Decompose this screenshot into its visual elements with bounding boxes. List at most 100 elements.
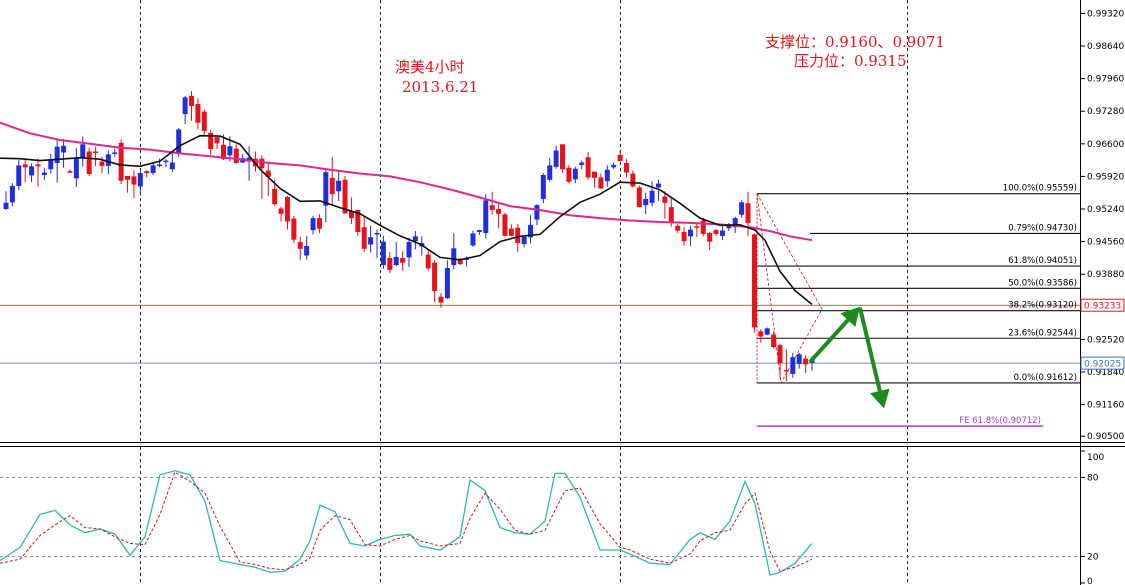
candle-body bbox=[387, 257, 393, 270]
candle-body bbox=[585, 157, 591, 178]
candle-body bbox=[201, 111, 207, 131]
candle-body bbox=[598, 177, 604, 189]
osc-signal-line bbox=[0, 471, 813, 572]
candle-body bbox=[220, 144, 226, 160]
candle-body bbox=[272, 188, 278, 205]
price-marker-box bbox=[1080, 356, 1125, 370]
candle-body bbox=[726, 225, 732, 229]
ma-pink-line bbox=[0, 121, 813, 242]
y-tick-label: 0.97280 bbox=[1087, 107, 1124, 117]
candle-body bbox=[400, 257, 406, 263]
candle-body bbox=[208, 132, 214, 150]
candle-body bbox=[783, 370, 789, 372]
candle-body bbox=[579, 162, 585, 165]
candle-body bbox=[304, 245, 310, 256]
candle-body bbox=[54, 146, 60, 163]
candle-body bbox=[687, 229, 693, 237]
y-tick-label: 0.90500 bbox=[1087, 432, 1124, 442]
y-tick-label: 0.98640 bbox=[1087, 42, 1124, 52]
candle-body bbox=[29, 166, 35, 176]
candle-body bbox=[41, 172, 47, 175]
fib-level-label: 0.79%(0.94730) bbox=[1008, 223, 1077, 233]
y-tick-label: 0.93880 bbox=[1087, 270, 1124, 280]
candle-body bbox=[508, 228, 514, 236]
candle-body bbox=[796, 354, 802, 364]
candle-body bbox=[374, 232, 380, 235]
candle-body bbox=[310, 218, 316, 231]
candle-body bbox=[144, 171, 150, 174]
candle-body bbox=[655, 183, 661, 188]
fib-level-label: 100.0%(0.95559) bbox=[1003, 184, 1077, 194]
candle-body bbox=[681, 232, 687, 242]
candle-body bbox=[515, 227, 521, 244]
candle-body bbox=[86, 151, 92, 175]
candle-body bbox=[189, 95, 195, 106]
support-annotation: 支撑位：0.9160、0.9071 bbox=[765, 33, 945, 51]
fib-expansion-swing bbox=[756, 193, 823, 385]
y-tick-label: 0.96600 bbox=[1087, 140, 1124, 150]
candle-body bbox=[636, 187, 642, 208]
candle-body bbox=[700, 220, 706, 234]
candle-body bbox=[604, 169, 610, 182]
y-tick-label: 0.95240 bbox=[1087, 205, 1124, 215]
price-marker-label: 0.93233 bbox=[1084, 302, 1121, 312]
candle-body bbox=[176, 129, 182, 154]
decline-arrow-head bbox=[870, 388, 890, 409]
candle-body bbox=[169, 162, 175, 170]
candle-body bbox=[457, 258, 463, 265]
fib-level-label: 50.0%(0.93586) bbox=[1008, 278, 1077, 288]
candle-body bbox=[323, 172, 329, 206]
candle-body bbox=[502, 214, 508, 236]
resistance-annotation: 压力位：0.9315 bbox=[794, 52, 907, 70]
candle-body bbox=[406, 242, 412, 258]
candle-body bbox=[368, 237, 374, 245]
candle-body bbox=[719, 230, 725, 236]
candle-body bbox=[777, 345, 783, 364]
candle-body bbox=[361, 227, 367, 249]
candle-body bbox=[732, 218, 738, 228]
candle-body bbox=[182, 97, 188, 115]
candle-body bbox=[611, 164, 617, 168]
candle-body bbox=[93, 151, 99, 153]
candle-body bbox=[713, 230, 719, 234]
rebound-arrow bbox=[808, 318, 850, 364]
y-tick-label: 0.91840 bbox=[1087, 368, 1124, 378]
price-marker-label: 0.92025 bbox=[1084, 360, 1121, 370]
candle-body bbox=[214, 137, 220, 144]
y-tick-label: 0.99320 bbox=[1087, 9, 1124, 19]
candle-body bbox=[496, 209, 502, 214]
candle-body bbox=[195, 104, 201, 123]
candle-body bbox=[803, 358, 809, 365]
candle-body bbox=[265, 170, 271, 177]
candle-body bbox=[751, 234, 757, 328]
candle-body bbox=[790, 357, 796, 374]
rebound-arrow-head bbox=[840, 306, 860, 327]
candle-body bbox=[157, 164, 163, 166]
candle-body bbox=[643, 198, 649, 206]
candle-body bbox=[348, 210, 354, 219]
candle-body bbox=[745, 203, 751, 223]
candle-body bbox=[483, 200, 489, 233]
candle-body bbox=[355, 209, 361, 233]
candle-body bbox=[764, 328, 770, 335]
candle-body bbox=[67, 171, 73, 173]
y-tick-label: 0.91160 bbox=[1087, 401, 1124, 411]
osc-tick-label: 0 bbox=[1087, 577, 1093, 585]
fib-level-label: 0.0%(0.91612) bbox=[1014, 373, 1077, 383]
candle-body bbox=[342, 179, 348, 214]
candle-body bbox=[630, 173, 636, 187]
candle-body bbox=[278, 208, 284, 214]
y-tick-label: 0.92520 bbox=[1087, 335, 1124, 345]
candle-body bbox=[572, 168, 578, 180]
y-tick-label: 0.95920 bbox=[1087, 172, 1124, 182]
candle-body bbox=[489, 205, 495, 210]
candle-body bbox=[662, 196, 668, 203]
price-marker-box bbox=[1080, 298, 1125, 312]
candle-body bbox=[329, 177, 335, 195]
candle-body bbox=[336, 180, 342, 192]
candle-body bbox=[125, 175, 131, 180]
fib-level-label: 61.8%(0.94051) bbox=[1008, 256, 1077, 266]
candle-body bbox=[617, 154, 623, 162]
candle-body bbox=[521, 236, 527, 245]
candle-body bbox=[105, 154, 111, 166]
